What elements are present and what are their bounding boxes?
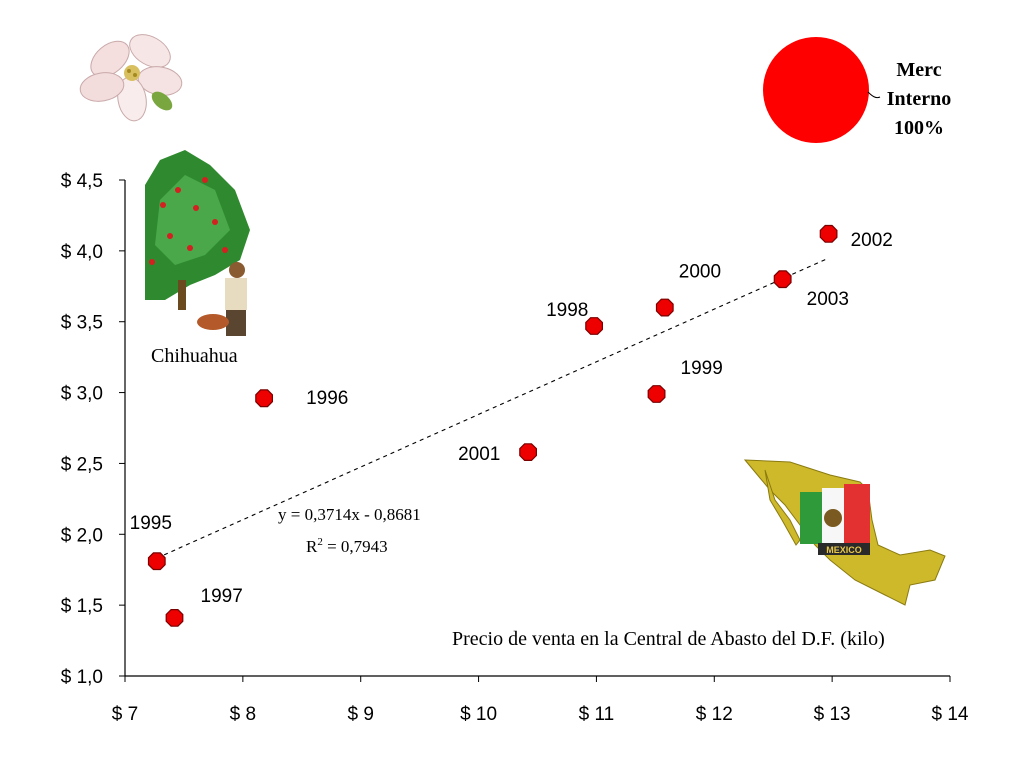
data-point — [147, 552, 166, 571]
x-tick-label: $ 10 — [460, 704, 497, 725]
data-point — [585, 317, 604, 335]
pie-label-line-3: 100% — [894, 117, 944, 139]
mexico-map-icon: MEXICO — [743, 459, 946, 606]
y-axis-ticks: $ 1,0 $ 1,5 $ 2,0 $ 2,5 $ 3,0 $ 3,5 $ 4,0 $ 4,5 — [61, 171, 125, 688]
data-point — [655, 298, 674, 317]
y-tick-label: $ 4,0 — [61, 242, 103, 263]
x-tick-label: $ 13 — [814, 704, 851, 725]
y-tick-label: $ 4,5 — [61, 171, 103, 192]
trendline — [156, 257, 829, 559]
pie-label-line-1: Merc — [896, 59, 942, 81]
pie-slice-merc-interno — [763, 37, 869, 143]
x-tick-label: $ 11 — [579, 704, 615, 725]
apple-blossom-icon — [79, 34, 183, 122]
point-label: 1998 — [546, 300, 588, 321]
data-point — [819, 224, 838, 243]
y-tick-label: $ 2,0 — [61, 525, 103, 546]
pie-label: Merc Interno 100% — [880, 56, 958, 143]
apple-tree-picker-icon — [145, 150, 250, 336]
pie-label-line-2: Interno — [886, 88, 952, 110]
x-tick-label: $ 12 — [696, 704, 733, 725]
point-label: 2001 — [458, 444, 500, 465]
map-badge-text: MEXICO — [826, 545, 862, 555]
y-tick-label: $ 1,0 — [61, 667, 103, 688]
data-point — [773, 270, 792, 289]
data-point — [647, 385, 666, 403]
point-label: 2000 — [679, 262, 721, 283]
x-axis-ticks: $ 7 $ 8 $ 9 $ 10 $ 11 $ 12 $ 13 $ 14 — [112, 676, 969, 725]
pie-leader-line — [867, 91, 881, 99]
point-label: 1995 — [130, 513, 172, 534]
y-tick-label: $ 1,5 — [61, 596, 103, 617]
trend-r-squared: R2 = 0,7943 — [306, 536, 388, 556]
data-point — [519, 443, 538, 461]
point-label: 2003 — [807, 289, 849, 310]
x-tick-label: $ 8 — [230, 704, 256, 725]
data-point — [165, 608, 184, 627]
x-tick-label: $ 14 — [932, 704, 969, 725]
tree-label: Chihuahua — [151, 345, 238, 367]
trend-equation: y = 0,3714x - 0,8681 — [278, 505, 421, 524]
point-label: 2002 — [851, 230, 893, 251]
point-label: 1997 — [201, 586, 243, 607]
y-tick-label: $ 3,0 — [61, 384, 103, 405]
chart-title: Precio de venta en la Central de Abasto … — [452, 628, 885, 650]
data-point — [255, 389, 273, 408]
point-label: 1999 — [681, 358, 723, 379]
point-label: 1996 — [306, 388, 348, 409]
x-tick-label: $ 9 — [348, 704, 374, 725]
data-points: 1995 1996 1997 1998 1999 2000 2001 2002 2003 — [130, 224, 893, 627]
y-tick-label: $ 3,5 — [61, 313, 103, 334]
y-tick-label: $ 2,5 — [61, 454, 103, 475]
x-tick-label: $ 7 — [112, 704, 138, 725]
